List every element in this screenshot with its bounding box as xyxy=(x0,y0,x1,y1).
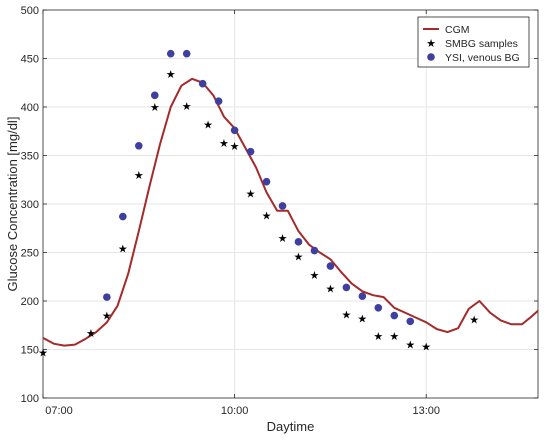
ysi-point xyxy=(262,177,271,186)
y-tick-label: 500 xyxy=(21,5,39,17)
ysi-point xyxy=(390,311,399,320)
ysi-point xyxy=(150,91,159,100)
ysi-point xyxy=(182,49,191,58)
ysi-point xyxy=(135,142,143,150)
y-tick-label: 250 xyxy=(21,248,39,260)
ysi-point xyxy=(278,202,287,210)
smbg-point: ★ xyxy=(310,269,320,282)
smbg-point: ★ xyxy=(150,101,160,114)
legend-box xyxy=(417,16,530,68)
ysi-point xyxy=(198,79,207,88)
legend-ysi-marker xyxy=(427,53,435,61)
ysi-point xyxy=(358,292,367,300)
y-tick-label: 300 xyxy=(21,199,39,211)
smbg-point: ★ xyxy=(38,346,48,359)
smbg-point: ★ xyxy=(357,312,367,325)
ysi-point xyxy=(214,97,223,105)
legend-cgm-label: CGM xyxy=(445,24,470,36)
x-tick-label: 07:00 xyxy=(45,405,73,417)
smbg-point: ★ xyxy=(203,118,213,131)
y-tick-label: 450 xyxy=(21,54,39,66)
smbg-point: ★ xyxy=(166,68,176,81)
ysi-point xyxy=(166,49,175,58)
smbg-point: ★ xyxy=(405,339,415,352)
data-series: ★★★★★★★★★★ ★★★★★★★★ ★★ ★★ ★★ xyxy=(38,49,539,359)
smbg-point: ★ xyxy=(246,187,256,200)
smbg-point: ★ xyxy=(278,232,288,245)
ysi-point xyxy=(103,293,111,301)
smbg-point: ★ xyxy=(262,210,272,223)
ysi-point xyxy=(342,283,351,292)
x-tick-label: 10:00 xyxy=(221,405,249,417)
ysi-point xyxy=(294,238,303,246)
x-axis-label: Daytime xyxy=(267,419,315,434)
smbg-point: ★ xyxy=(294,250,304,263)
y-axis-label: Glucose Concentration [mg/dl] xyxy=(5,117,20,292)
smbg-point: ★ xyxy=(373,330,383,343)
smbg-point: ★ xyxy=(102,310,112,323)
smbg-point: ★ xyxy=(469,313,479,326)
smbg-point: ★ xyxy=(134,169,144,182)
ysi-point xyxy=(246,147,255,156)
x-tick-label: 13:00 xyxy=(412,405,440,417)
legend-ysi-label: YSI, venous BG xyxy=(445,52,520,64)
y-tick-label: 400 xyxy=(21,102,39,114)
ysi-point xyxy=(326,262,335,270)
smbg-point: ★ xyxy=(389,330,399,343)
y-tick-label: 100 xyxy=(21,393,39,405)
legend-smbg-label: SMBG samples xyxy=(445,38,518,50)
grid-lines xyxy=(43,10,538,398)
y-tick-label: 200 xyxy=(21,296,39,308)
smbg-point: ★ xyxy=(421,341,431,354)
y-tick-label: 350 xyxy=(21,151,39,163)
legend: CGM ★ SMBG samples YSI, venous BG xyxy=(417,16,530,68)
cgm-series-line xyxy=(42,77,539,347)
smbg-point: ★ xyxy=(219,137,229,150)
smbg-point: ★ xyxy=(230,140,240,153)
ysi-point xyxy=(119,212,127,221)
smbg-point: ★ xyxy=(325,282,335,295)
smbg-point: ★ xyxy=(86,327,96,340)
legend-smbg-marker: ★ xyxy=(426,37,436,50)
axis-ticks: 100 150 200 250 300 350 400 450 500 07:00 10:00 13:… xyxy=(21,5,538,417)
ysi-point xyxy=(374,303,383,312)
ysi-point xyxy=(230,126,239,135)
ysi-point xyxy=(310,246,319,255)
smbg-point: ★ xyxy=(341,309,351,322)
ysi-point xyxy=(406,317,415,326)
y-tick-label: 150 xyxy=(21,345,39,357)
smbg-point: ★ xyxy=(182,100,192,113)
smbg-point: ★ xyxy=(118,243,128,256)
